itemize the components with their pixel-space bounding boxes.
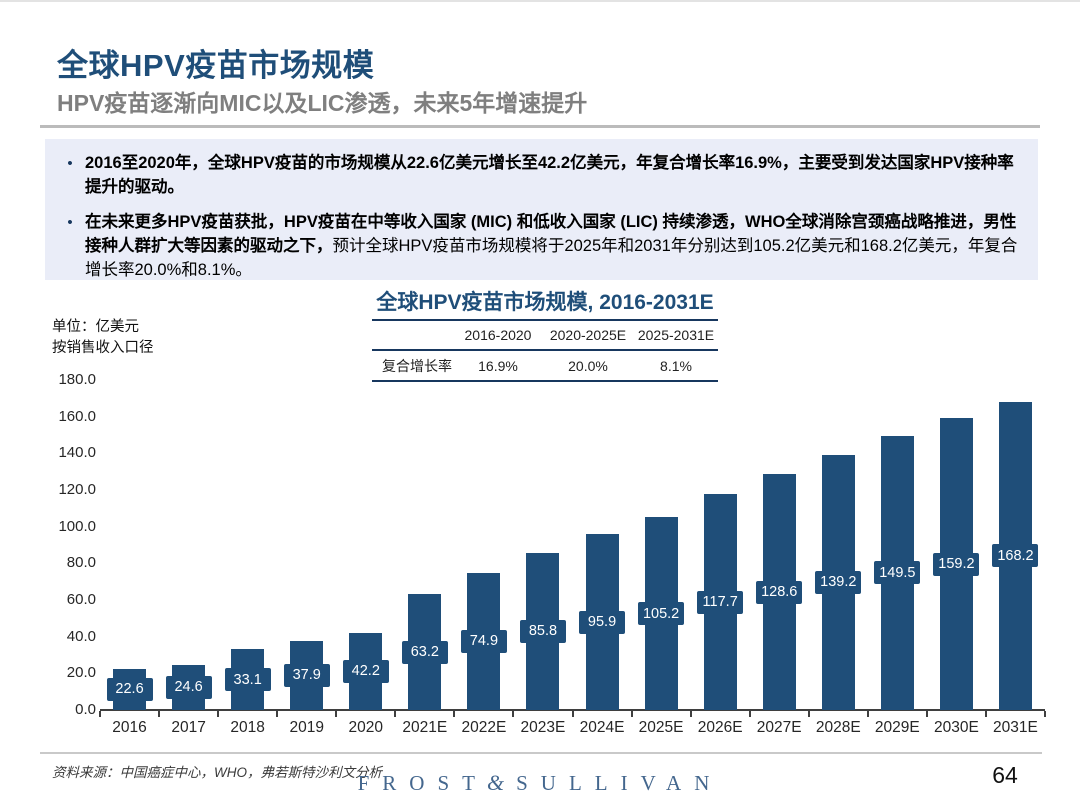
bullet-marker: •	[67, 213, 73, 231]
x-axis-tick	[748, 711, 751, 717]
bar-value-label: 22.6	[106, 677, 153, 701]
x-axis-label: 2029E	[874, 719, 920, 736]
logo-ampersand-icon: &	[486, 770, 505, 795]
bar-value-label: 33.1	[224, 668, 271, 692]
footer-divider	[40, 752, 1042, 754]
x-axis-tick	[276, 711, 279, 717]
frost-sullivan-logo: FROST & SULLIVAN	[0, 770, 1080, 796]
bar-value-label: 139.2	[815, 570, 862, 594]
cagr-table-header-cell: 2016-2020	[464, 327, 532, 343]
top-border-line	[0, 0, 1080, 2]
x-axis-tick	[866, 711, 869, 717]
x-axis-label: 2021E	[402, 719, 448, 736]
x-axis-label: 2030E	[933, 719, 979, 736]
cagr-table-value-cell: 20.0%	[568, 357, 608, 374]
bar-value-label: 168.2	[992, 544, 1039, 568]
cagr-table-value-cell: 8.1%	[660, 357, 692, 374]
bar-value-label: 159.2	[933, 552, 980, 576]
y-axis: 0.0 20.0 40.0 60.0 80.0 100.0 120.0 140.0 160.0 1…	[38, 371, 96, 718]
bullet-item: • 在未来更多HPV疫苗获批，HPV疫苗在中等收入国家 (MIC) 和低收入国家…	[55, 211, 1022, 280]
y-axis-tick-label: 80.0	[66, 554, 96, 572]
bar-value-label: 85.8	[519, 619, 566, 643]
slide-subtitle: HPV疫苗逐渐向MIC以及LIC渗透，未来5年增速提升	[57, 90, 588, 116]
bar-value-label: 117.7	[697, 590, 744, 614]
bar-value-label: 24.6	[165, 675, 212, 699]
bullet-text: 2016至2020年，全球HPV疫苗的市场规模从22.6亿美元增长至42.2亿美…	[85, 152, 1022, 200]
cagr-table-row-header: 复合增长率	[382, 357, 452, 374]
x-axis-tick	[217, 711, 220, 717]
x-axis-label: 2019	[289, 719, 324, 736]
x-axis-tick	[925, 711, 928, 717]
x-axis-tick	[630, 711, 633, 717]
x-axis-tick	[512, 711, 515, 717]
x-axis-tick	[689, 711, 692, 717]
x-axis-tick	[1044, 711, 1046, 717]
cagr-table-header-cell: 2020-2025E	[549, 327, 627, 343]
x-axis-tick	[807, 711, 810, 717]
y-axis-tick-label: 0.0	[75, 701, 96, 718]
y-axis-tick-label: 160.0	[58, 407, 96, 425]
bar-value-label: 37.9	[283, 663, 330, 687]
unit-label: 单位：亿美元 按销售收入口径	[52, 317, 154, 359]
x-axis-label: 2017	[171, 719, 206, 736]
cagr-table: 2016-2020 2020-2025E 2025-2031E 复合增长率 16…	[372, 319, 718, 382]
y-axis-tick-label: 180.0	[58, 371, 96, 388]
x-axis-label: 2018	[230, 719, 265, 736]
x-axis-label: 2023E	[520, 719, 566, 736]
key-points-panel: • 2016至2020年，全球HPV疫苗的市场规模从22.6亿美元增长至42.2…	[45, 139, 1038, 280]
x-axis-label: 2028E	[815, 719, 861, 736]
x-axis-tick	[394, 711, 397, 717]
bullet-marker: •	[67, 155, 73, 172]
cagr-table-header-cell: 2025-2031E	[637, 327, 715, 343]
y-axis-tick-label: 100.0	[58, 517, 96, 535]
bar-value-label: 63.2	[401, 640, 448, 664]
unit-label-line2: 按销售收入口径	[52, 340, 154, 357]
bullet-text-regular: 预计全球HPV疫苗市场规模将于2025年和2031年分别达到105.2亿美元和1…	[85, 236, 1018, 279]
bullet-item: • 2016至2020年，全球HPV疫苗的市场规模从22.6亿美元增长至42.2…	[55, 152, 1022, 200]
cagr-table-value-cell: 16.9%	[478, 357, 518, 374]
x-axis-label: 2031E	[993, 719, 1038, 736]
page-number: 64	[992, 762, 1018, 788]
cagr-table-header-row: 2016-2020 2020-2025E 2025-2031E	[372, 321, 718, 351]
unit-label-line1: 单位：亿美元	[52, 319, 139, 335]
x-axis-line	[100, 709, 1045, 711]
x-axis-label: 2016	[112, 719, 147, 736]
logo-text-frost: FROST	[357, 771, 488, 795]
cagr-table-data-row: 复合增长率 16.9% 20.0% 8.1%	[372, 351, 718, 380]
bar-value-label: 149.5	[874, 561, 921, 585]
y-axis-tick-label: 60.0	[66, 591, 96, 608]
plot-area: 22.6 2016 24.6 2017 33.1 2018 37.9 2019 42.2 2020…	[99, 380, 1046, 736]
y-axis-tick-label: 20.0	[66, 664, 96, 682]
bar-value-label: 95.9	[579, 610, 626, 634]
x-axis-tick	[99, 711, 101, 717]
x-axis-tick	[158, 711, 161, 717]
x-axis-tick	[571, 711, 574, 717]
source-note: 资料来源：中国癌症中心，WHO，弗若斯特沙利文分析	[52, 765, 382, 780]
slide-title: 全球HPV疫苗市场规模	[57, 48, 375, 83]
bullet-text-bold: 在未来更多HPV疫苗获批，HPV疫苗在中等收入国家 (MIC) 和低收入国家 (…	[85, 212, 1017, 255]
y-axis-tick-label: 140.0	[58, 444, 96, 462]
logo-text-sullivan: SULLIVAN	[516, 771, 723, 795]
x-axis-label: 2022E	[461, 719, 507, 736]
header-divider	[40, 125, 1040, 128]
x-axis-tick	[335, 711, 338, 717]
bar-value-label: 105.2	[638, 602, 685, 626]
x-axis-label: 2024E	[579, 719, 625, 736]
x-axis-label: 2027E	[756, 719, 802, 736]
bullet-text: 在未来更多HPV疫苗获批，HPV疫苗在中等收入国家 (MIC) 和低收入国家 (…	[85, 211, 1022, 280]
chart-title: 全球HPV疫苗市场规模, 2016-2031E	[376, 291, 714, 314]
x-axis-label: 2026E	[697, 719, 743, 736]
bar-value-label: 128.6	[756, 580, 803, 604]
y-axis-tick-label: 120.0	[58, 481, 96, 498]
bar-value-label: 74.9	[460, 629, 507, 653]
x-axis-label: 2020	[348, 719, 384, 736]
x-axis-tick	[984, 711, 987, 717]
bullet-text-bold: 2016至2020年，全球HPV疫苗的市场规模从22.6亿美元增长至42.2亿美…	[85, 154, 1014, 196]
bar-value-label: 42.2	[342, 659, 389, 683]
y-axis-tick-label: 40.0	[66, 627, 96, 645]
x-axis-tick	[453, 711, 456, 717]
x-axis-label: 2025E	[638, 719, 684, 736]
